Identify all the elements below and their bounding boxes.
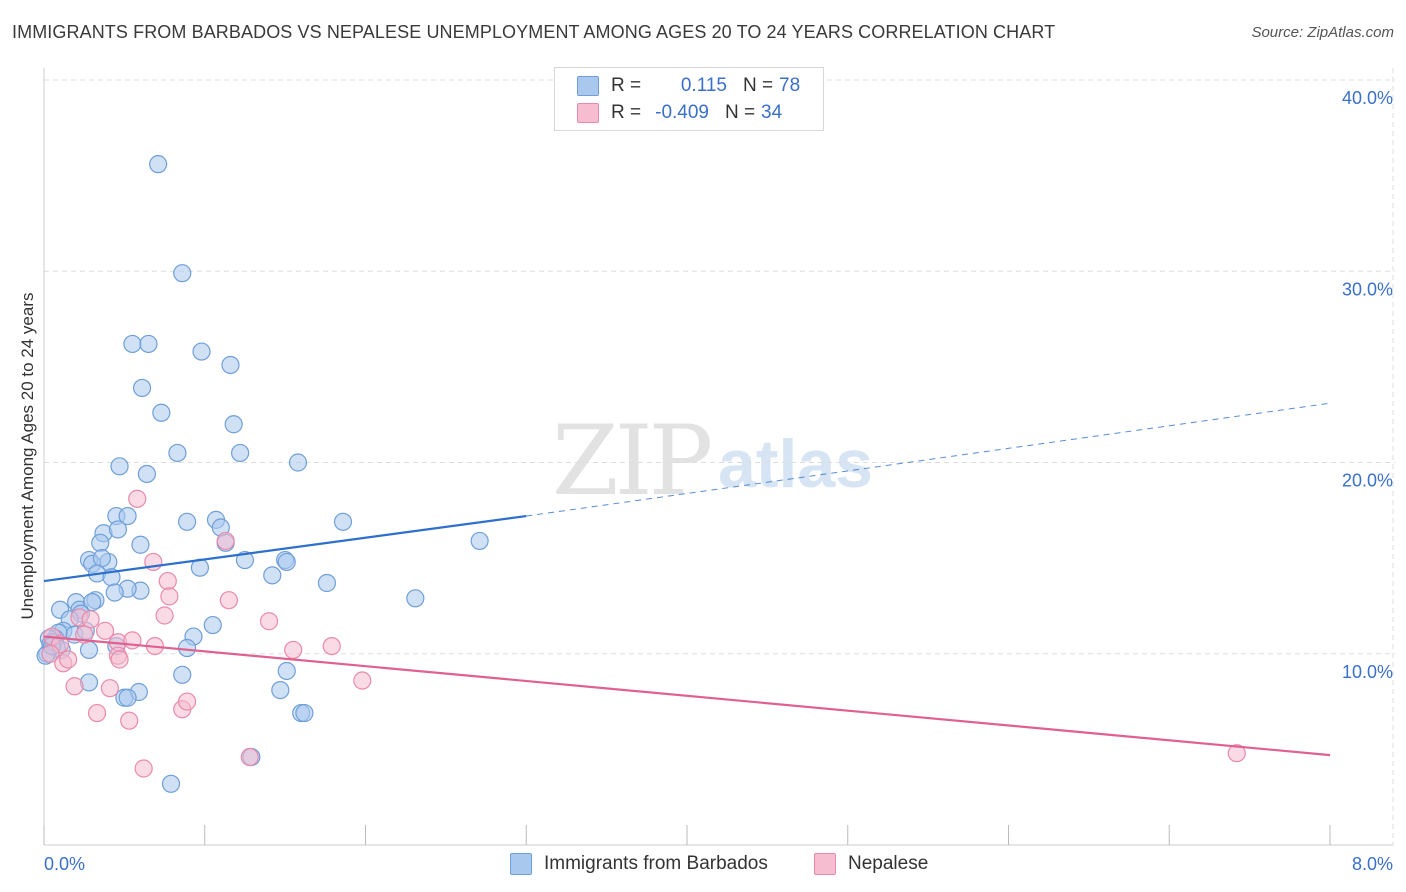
nepalese-point — [353, 671, 372, 690]
legend-swatch-blue — [577, 76, 599, 96]
tick-labels: 10.0% 20.0% 30.0% 40.0% 0.0% 8.0% — [44, 88, 1393, 874]
nepalese-point — [110, 650, 129, 669]
barbados-point — [317, 573, 337, 593]
nepalese-point — [219, 591, 238, 610]
barbados-point — [470, 531, 489, 551]
barbados-point — [221, 355, 240, 375]
barbados-trend-extension — [526, 402, 1331, 517]
bottom-legend-swatch-blue — [510, 853, 532, 875]
barbados-point — [149, 155, 168, 174]
nepalese-point — [240, 747, 259, 767]
nepalese-point — [41, 644, 60, 663]
barbados-point — [105, 583, 124, 602]
nepalese-point — [100, 679, 120, 698]
legend-n-label: N = — [725, 102, 756, 123]
barbados-point — [288, 453, 308, 472]
barbados-point — [406, 589, 425, 608]
bottom-legend-barbados: Immigrants from Barbados — [510, 852, 768, 876]
watermark-atlas: atlas — [718, 426, 873, 502]
data-points — [36, 155, 1246, 793]
chart-title: IMMIGRANTS FROM BARBADOS VS NEPALESE UNE… — [12, 22, 1056, 42]
y-tick-label: 40.0% — [1342, 88, 1393, 108]
barbados-point — [231, 443, 250, 463]
legend-r-label: R = — [611, 102, 642, 123]
barbados-point — [271, 680, 290, 700]
nepalese-point — [158, 571, 177, 591]
barbados-point — [192, 342, 211, 361]
nepalese-point — [134, 759, 153, 778]
nepalese-point — [259, 612, 279, 631]
trend-lines — [43, 402, 1331, 757]
barbados-point — [132, 378, 152, 398]
nepalese-point — [59, 650, 78, 669]
barbados-point — [277, 552, 296, 572]
bottom-legend-label: Nepalese — [848, 853, 929, 874]
nepalese-point — [177, 692, 197, 711]
barbados-point — [203, 615, 222, 635]
nepalese-point — [322, 636, 341, 656]
barbados-point — [118, 688, 137, 707]
watermark-zip: ZIP — [552, 405, 713, 517]
barbados-point — [79, 640, 99, 660]
y-tick-label: 10.0% — [1342, 662, 1393, 682]
barbados-point — [91, 533, 110, 552]
legend-r-label: R = — [611, 75, 642, 96]
y-tick-label: 30.0% — [1342, 279, 1393, 299]
barbados-point — [131, 535, 150, 554]
legend-r-value: 0.115 — [680, 75, 727, 96]
barbados-point — [110, 457, 129, 476]
nepalese-point — [216, 531, 235, 551]
y-axis-label: Unemployment Among Ages 20 to 24 years — [18, 292, 37, 620]
barbados-point — [139, 334, 158, 354]
x-tick-label: 0.0% — [44, 854, 85, 874]
barbados-point — [161, 774, 181, 793]
barbados-point — [333, 512, 353, 531]
barbados-point — [123, 334, 142, 354]
legend-n-value: 34 — [761, 102, 783, 123]
nepalese-point — [65, 677, 84, 696]
barbados-point — [295, 703, 314, 723]
x-tick-label: 8.0% — [1352, 854, 1393, 874]
bottom-legend-swatch-pink — [814, 853, 836, 875]
source-label: Source: ZipAtlas.com — [1251, 24, 1394, 41]
barbados-point — [108, 520, 128, 539]
bottom-legend-label: Immigrants from Barbados — [544, 853, 768, 874]
y-tick-label: 20.0% — [1342, 471, 1393, 491]
nepalese-point — [95, 621, 115, 640]
legend-n-label: N = — [743, 75, 774, 96]
nepalese-point — [81, 610, 100, 629]
axes — [43, 68, 1393, 846]
bottom-legend-nepalese: Nepalese — [814, 852, 928, 876]
barbados-point — [177, 512, 197, 531]
nepalese-point — [128, 489, 147, 508]
legend-row-nepalese: R = -0.409 N = 34 — [577, 100, 782, 126]
barbados-point — [118, 506, 137, 526]
barbados-point — [173, 264, 192, 283]
nepalese-point — [284, 640, 303, 660]
barbados-point — [152, 403, 171, 422]
nepalese-point — [1227, 744, 1246, 763]
nepalese-point — [155, 606, 174, 625]
nepalese-point — [87, 703, 107, 723]
barbados-trend-line — [43, 514, 527, 583]
correlation-legend: R = 0.115 N = 78 R = -0.409 N = 34 — [554, 67, 824, 131]
legend-swatch-pink — [577, 103, 599, 123]
nepalese-point — [120, 711, 139, 730]
barbados-point — [235, 550, 255, 570]
legend-r-value: -0.409 — [655, 102, 709, 123]
legend-n-value: 78 — [779, 75, 801, 96]
legend-row-barbados: R = 0.115 N = 78 — [577, 73, 800, 99]
barbados-point — [168, 443, 187, 463]
barbados-point — [92, 549, 111, 568]
nepalese-trend-line — [43, 635, 1331, 757]
nepalese-point — [160, 587, 179, 606]
barbados-point — [277, 661, 296, 681]
barbados-point — [137, 464, 156, 484]
barbados-point — [177, 638, 197, 658]
barbados-point — [263, 566, 282, 585]
barbados-point — [173, 665, 192, 684]
barbados-point — [224, 415, 243, 434]
